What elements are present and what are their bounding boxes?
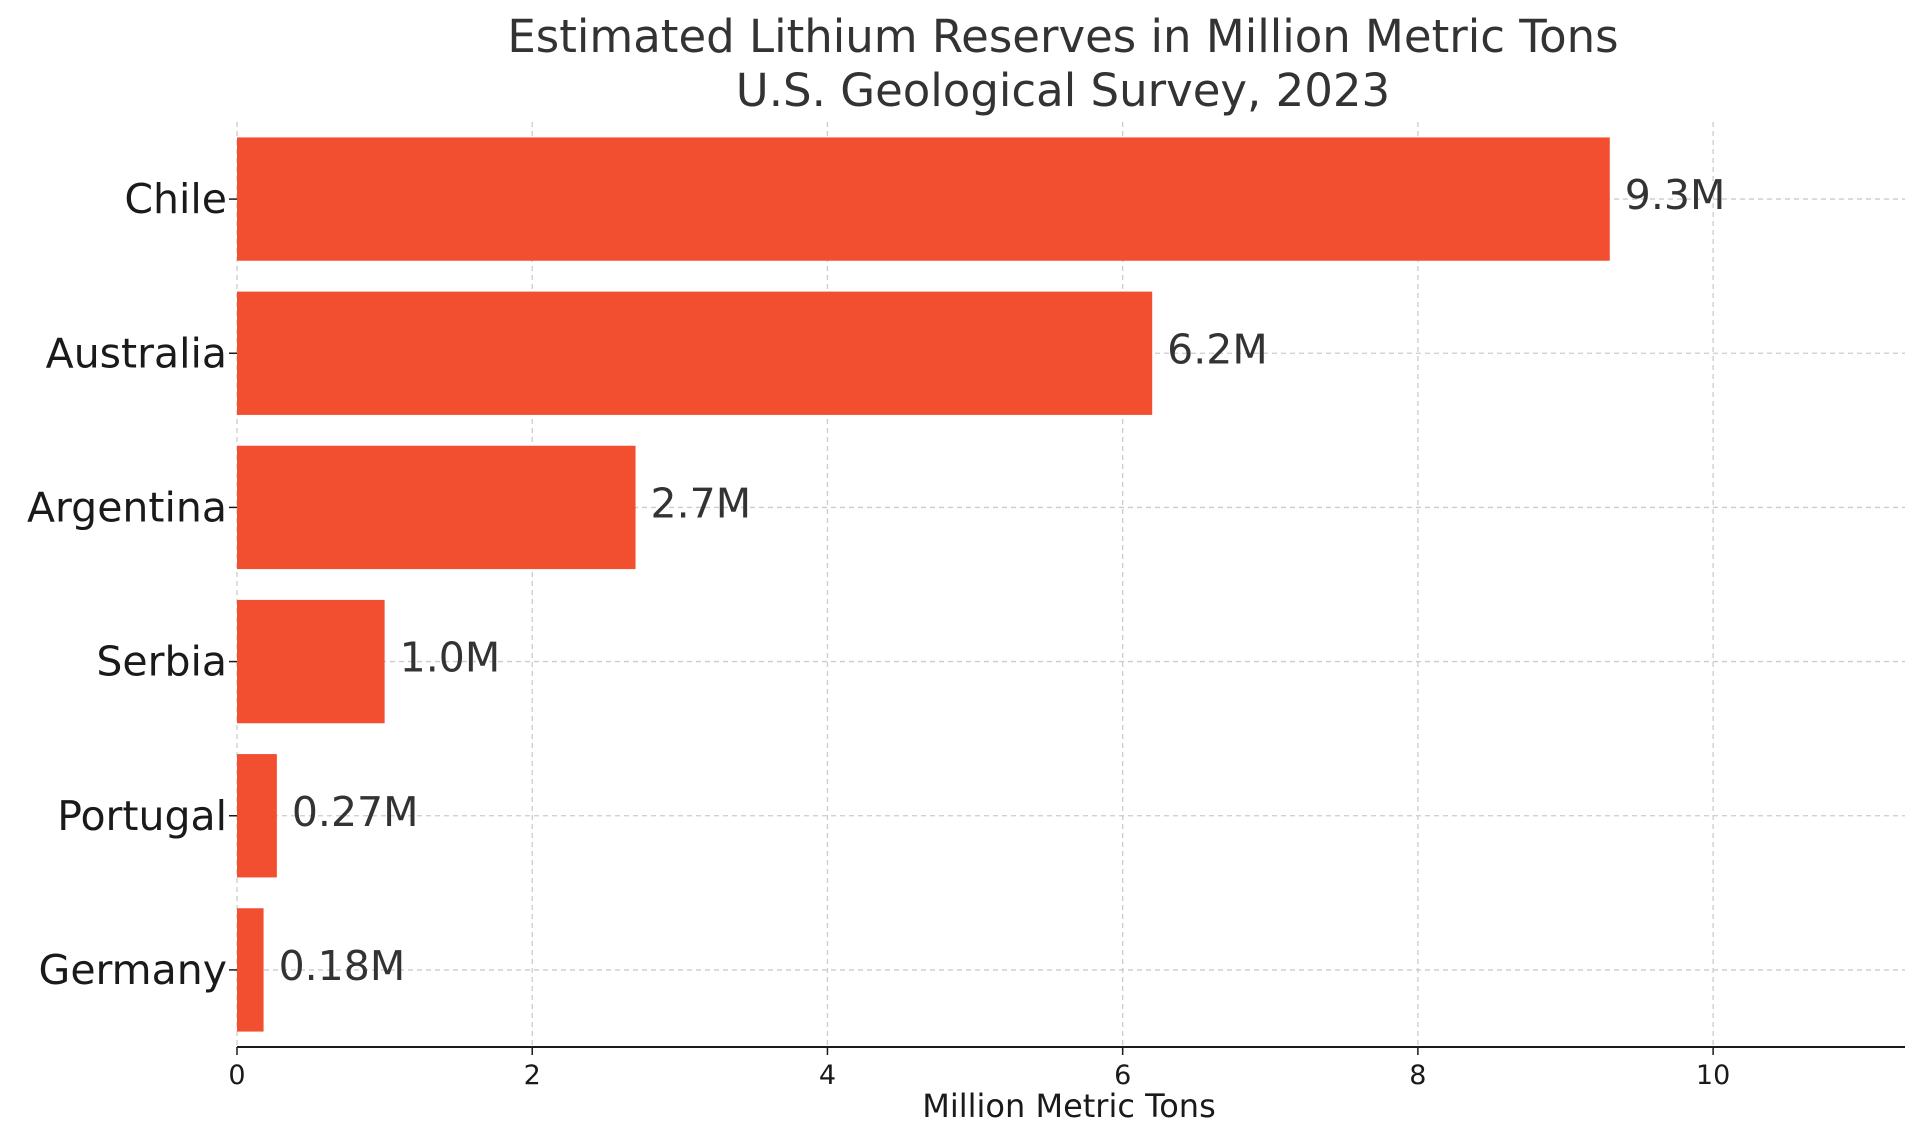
bar-portugal (237, 754, 277, 878)
category-label: Germany (39, 946, 227, 994)
chart-subtitle: U.S. Geological Survey, 2023 (736, 64, 1390, 117)
chart-title: Estimated Lithium Reserves in Million Me… (507, 10, 1618, 63)
category-label: Australia (46, 329, 227, 377)
category-label: Portugal (57, 792, 227, 840)
x-tick-label: 10 (1696, 1060, 1730, 1091)
value-label: 1.0M (400, 634, 501, 682)
category-label: Chile (124, 175, 227, 223)
category-label: Argentina (27, 483, 227, 531)
grid-layer (236, 122, 1905, 1047)
value-label: 2.7M (651, 479, 752, 527)
bar-australia (237, 291, 1153, 415)
value-label: 0.18M (279, 942, 406, 990)
x-tick-label: 8 (1409, 1060, 1426, 1091)
value-label: 6.2M (1167, 325, 1268, 373)
category-label: Serbia (96, 638, 227, 686)
x-axis-label: Million Metric Tons (922, 1087, 1216, 1125)
bar-germany (237, 908, 264, 1032)
x-tick-label: 0 (228, 1060, 245, 1091)
value-label: 9.3M (1625, 171, 1726, 219)
bar-argentina (237, 445, 636, 570)
bar-serbia (237, 599, 385, 724)
x-tick-label: 2 (524, 1060, 541, 1091)
bar-chile (237, 137, 1610, 261)
value-label: 0.27M (292, 788, 419, 836)
bar-layer: 9.3M 6.2M 2.7M 1.0M 0.27M 0.18M (237, 137, 1726, 1032)
axis-layer: Chile Australia Argentina Serbia Portugal Ger… (27, 175, 1905, 1091)
x-tick-label: 6 (1114, 1060, 1131, 1091)
x-tick-label: 4 (819, 1060, 836, 1091)
